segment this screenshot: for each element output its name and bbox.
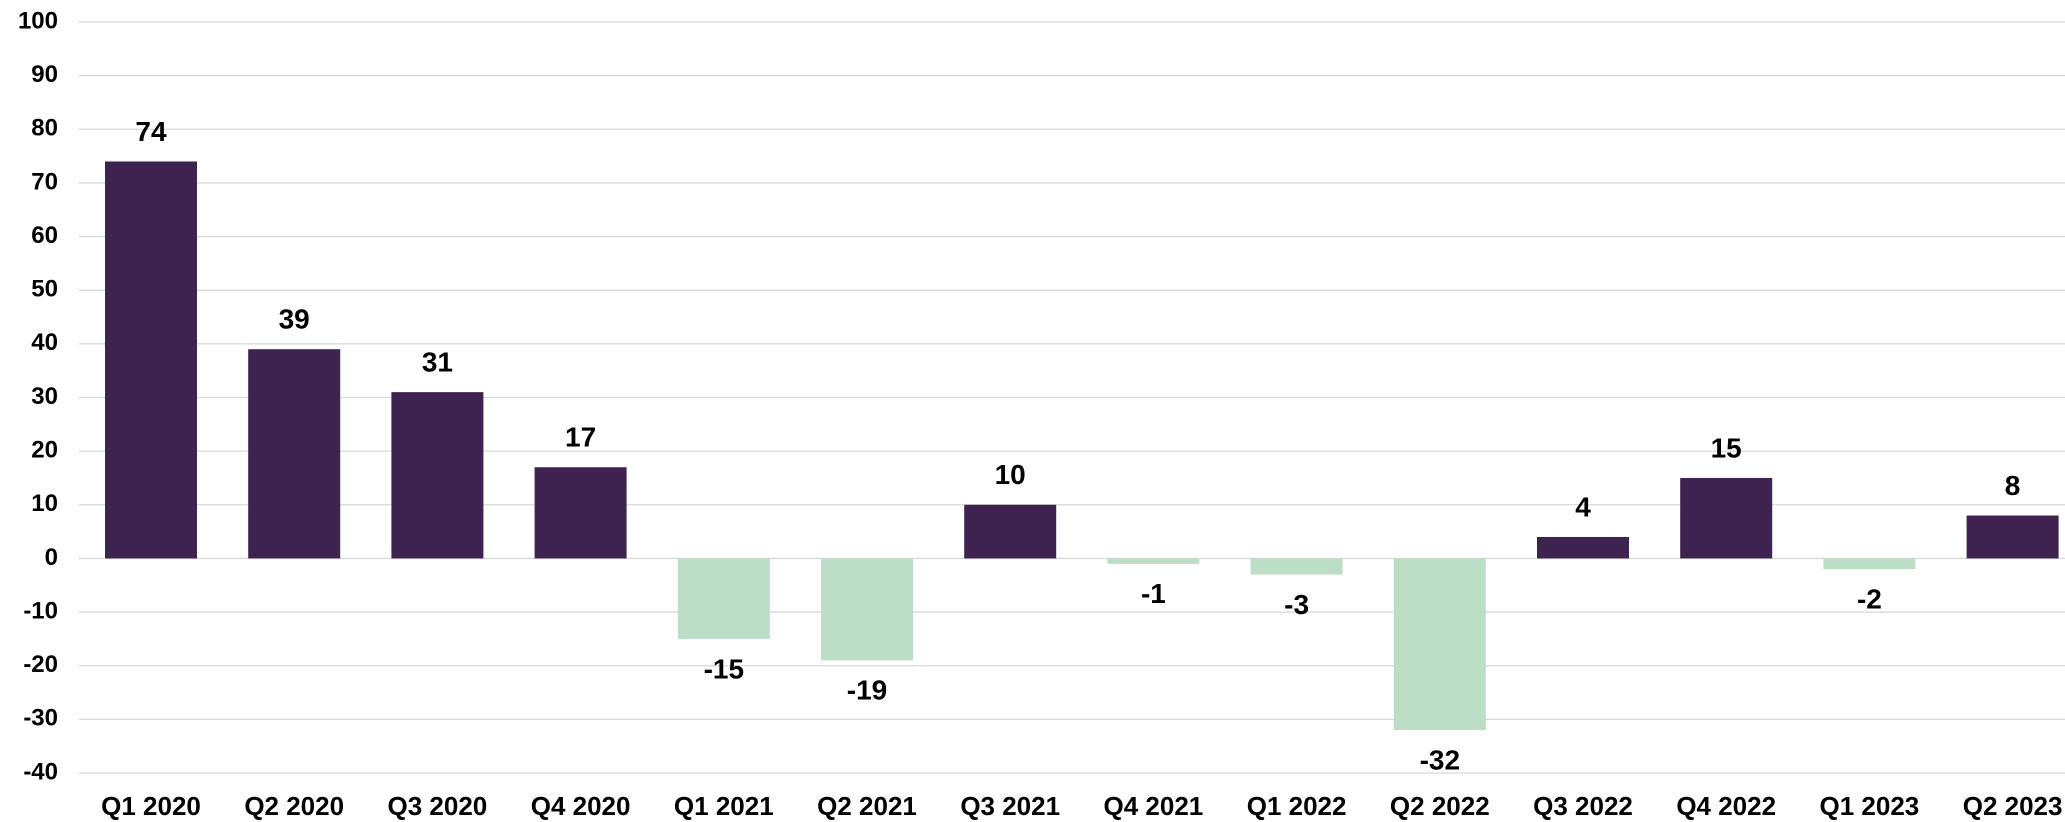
value-label: -32 — [1420, 744, 1460, 775]
y-tick-label: -10 — [23, 597, 58, 624]
value-label: 74 — [135, 116, 167, 147]
bar — [1107, 558, 1200, 564]
x-tick-label: Q1 2023 — [1820, 791, 1920, 821]
bar — [1250, 558, 1343, 575]
bar — [534, 467, 627, 559]
x-tick-label: Q3 2020 — [388, 791, 488, 821]
y-tick-label: 100 — [18, 7, 58, 34]
y-tick-label: 30 — [31, 383, 58, 410]
value-label: 8 — [2005, 470, 2021, 501]
y-tick-label: 0 — [45, 544, 58, 571]
y-tick-label: -20 — [23, 651, 58, 678]
x-tick-label: Q2 2021 — [817, 791, 917, 821]
x-tick-label: Q3 2021 — [960, 791, 1060, 821]
value-label: 15 — [1711, 432, 1742, 463]
y-tick-label: 60 — [31, 222, 58, 249]
bar — [1537, 536, 1629, 559]
x-tick-label: Q2 2023 — [1963, 791, 2063, 821]
x-tick-label: Q2 2022 — [1390, 791, 1490, 821]
x-tick-label: Q3 2022 — [1533, 791, 1633, 821]
y-tick-label: 90 — [31, 61, 58, 88]
bar — [1680, 477, 1773, 559]
x-tick-label: Q4 2020 — [531, 791, 631, 821]
x-tick-label: Q1 2022 — [1247, 791, 1347, 821]
value-label: -2 — [1857, 584, 1882, 615]
bar — [677, 558, 770, 639]
value-label: 17 — [565, 422, 596, 453]
y-tick-label: 80 — [31, 115, 58, 142]
bar — [391, 392, 484, 559]
x-tick-label: Q4 2022 — [1676, 791, 1776, 821]
bar — [1966, 515, 2059, 559]
value-label: -19 — [847, 675, 887, 706]
value-label: 39 — [279, 304, 310, 335]
bar — [964, 504, 1057, 559]
bar — [105, 161, 197, 559]
y-tick-label: 70 — [31, 168, 58, 195]
value-label: 4 — [1575, 491, 1591, 522]
bar — [1823, 558, 1916, 570]
x-tick-label: Q2 2020 — [244, 791, 344, 821]
value-label: -15 — [704, 653, 744, 684]
value-label: 31 — [422, 347, 453, 378]
y-tick-label: -40 — [23, 758, 58, 785]
y-tick-label: 10 — [31, 490, 58, 517]
value-label: 10 — [995, 459, 1026, 490]
value-label: -3 — [1284, 589, 1309, 620]
x-tick-label: Q4 2021 — [1104, 791, 1204, 821]
x-tick-label: Q1 2021 — [674, 791, 774, 821]
value-label: -1 — [1141, 578, 1166, 609]
y-tick-label: -30 — [23, 705, 58, 732]
y-tick-label: 50 — [31, 276, 58, 303]
bar — [821, 558, 913, 661]
y-tick-label: 40 — [31, 329, 58, 356]
x-tick-label: Q1 2020 — [101, 791, 201, 821]
bar — [1393, 558, 1486, 731]
bar — [248, 349, 341, 559]
y-tick-label: 20 — [31, 436, 58, 463]
